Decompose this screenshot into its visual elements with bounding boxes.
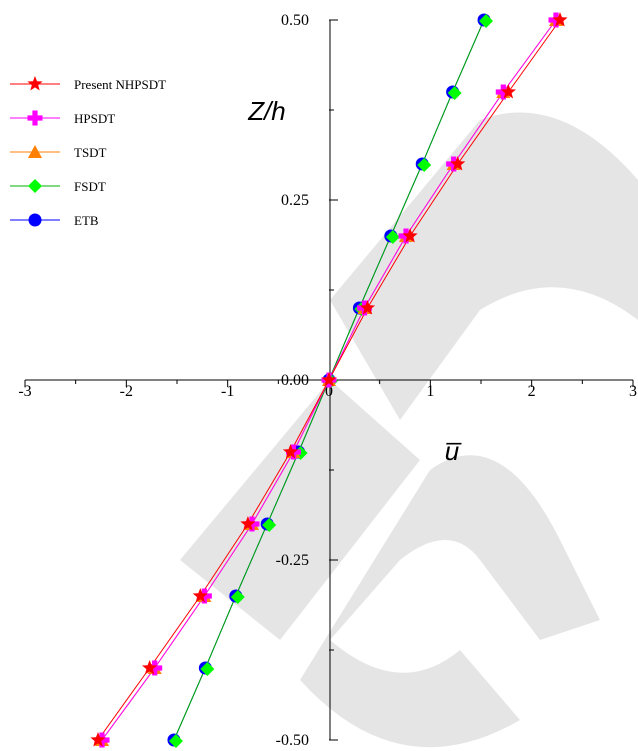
data-point xyxy=(90,732,106,747)
x-tick-label: -1 xyxy=(221,383,234,400)
x-tick-label: 3 xyxy=(629,383,637,400)
y-ticks: -0.50 -0.25 0.00 0.25 0.50 xyxy=(276,12,338,749)
data-point xyxy=(447,86,462,100)
y-tick-label: 0.50 xyxy=(281,12,309,29)
y-axis-title: Z/h xyxy=(247,96,286,126)
watermark xyxy=(180,112,638,748)
data-point xyxy=(479,14,494,28)
data-point xyxy=(385,230,400,244)
data-point xyxy=(359,300,376,315)
legend-label: ETB xyxy=(74,213,99,228)
data-point xyxy=(147,660,163,676)
data-point xyxy=(142,660,158,675)
data-point xyxy=(495,84,511,100)
y-tick-label: 0.00 xyxy=(281,372,309,389)
series-layer xyxy=(90,12,568,748)
legend-label: Present NHPSDT xyxy=(74,77,166,92)
x-tick-label: 1 xyxy=(426,383,434,400)
data-point xyxy=(402,228,418,243)
data-point xyxy=(240,516,256,531)
data-point xyxy=(230,590,245,604)
legend-marker xyxy=(28,213,42,227)
x-tick-label: 2 xyxy=(528,383,536,400)
x-tick-label: -3 xyxy=(18,383,31,400)
legend-marker xyxy=(28,179,42,193)
legend-marker xyxy=(27,110,43,126)
data-point xyxy=(192,588,208,603)
data-point xyxy=(500,84,516,99)
y-tick-label: -0.50 xyxy=(276,732,309,749)
x-tick-label: 0 xyxy=(325,383,333,400)
legend-label: TSDT xyxy=(74,145,107,160)
data-point xyxy=(282,444,299,459)
legend-marker xyxy=(27,76,43,91)
y-tick-label: -0.25 xyxy=(276,552,309,569)
data-point xyxy=(200,662,215,676)
legend-label: HPSDT xyxy=(74,111,115,126)
legend-label: FSDT xyxy=(74,179,106,194)
x-tick-label: -2 xyxy=(120,383,133,400)
legend: Present NHPSDT HPSDT TSDT FSDT ETB xyxy=(10,76,166,228)
data-point xyxy=(321,372,337,387)
data-point xyxy=(417,158,432,172)
x-axis-title: u̅ xyxy=(445,436,462,466)
data-point xyxy=(552,12,568,27)
data-point xyxy=(168,734,183,748)
data-point xyxy=(262,518,277,532)
series-points-present-nhpsdt xyxy=(90,12,568,747)
legend-marker xyxy=(28,145,42,158)
data-point xyxy=(450,156,466,171)
y-tick-label: 0.25 xyxy=(281,192,309,209)
